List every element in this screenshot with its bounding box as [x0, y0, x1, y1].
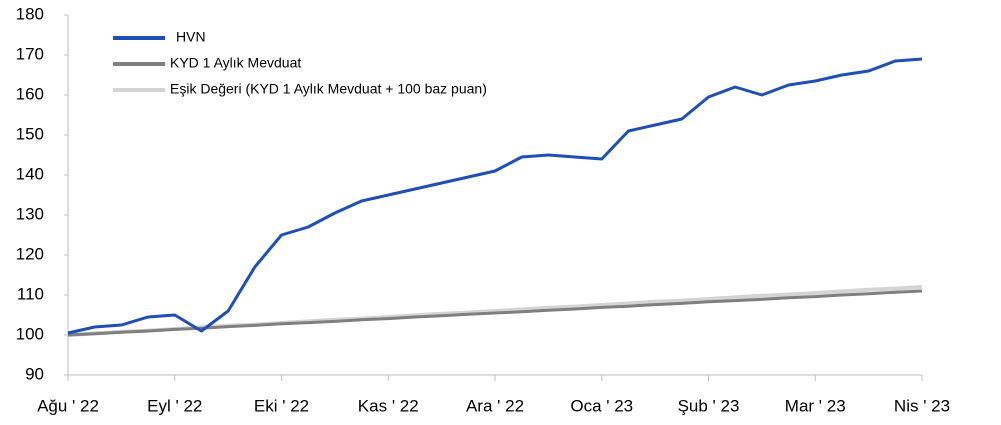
y-tick-label: 170 [16, 44, 44, 63]
y-tick-label: 180 [16, 4, 44, 23]
x-tick-label: Eyl ' 22 [147, 396, 202, 415]
x-tick-label: Oca ' 23 [570, 396, 633, 415]
y-tick-label: 150 [16, 124, 44, 143]
y-tick-label: 140 [16, 164, 44, 183]
y-tick-label: 110 [17, 284, 44, 303]
x-tick-label: Mar ' 23 [785, 396, 846, 415]
legend-label: HVN [176, 29, 206, 45]
y-tick-label: 90 [25, 364, 44, 383]
x-tick-label: Şub ' 23 [678, 396, 740, 415]
x-tick-label: Kas ' 22 [358, 396, 419, 415]
y-tick-label: 160 [16, 84, 44, 103]
x-tick-label: Ağu ' 22 [37, 396, 99, 415]
x-tick-label: Ara ' 22 [466, 396, 524, 415]
y-tick-label: 100 [16, 324, 44, 343]
legend-label: KYD 1 Aylık Mevduat [170, 55, 301, 71]
line-series [67, 57, 923, 335]
x-tick-label: Eki ' 22 [254, 396, 309, 415]
x-tick-label: Nis ' 23 [894, 396, 950, 415]
line-series [67, 289, 923, 337]
y-tick-label: 130 [16, 204, 44, 223]
legend-label: Eşik Değeri (KYD 1 Aylık Mevduat + 100 b… [170, 81, 487, 97]
y-tick-label: 120 [16, 244, 44, 263]
